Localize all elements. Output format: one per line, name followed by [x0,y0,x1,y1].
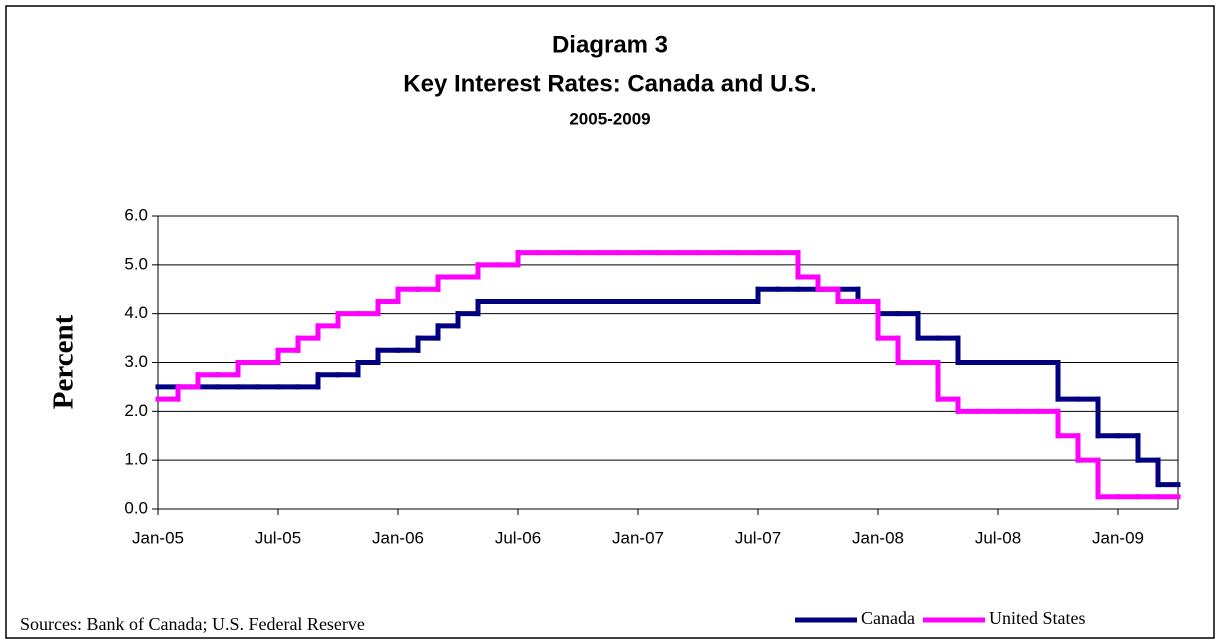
x-tick-label: Jul-05 [255,528,301,547]
y-tick-label: 1.0 [124,450,148,469]
legend-label: Canada [861,608,915,628]
x-tick-label: Jan-07 [612,528,664,547]
series-line [155,250,1181,500]
legend-label: United States [989,608,1086,628]
chart-title: Diagram 3 [552,31,668,58]
x-tick-label: Jan-08 [852,528,904,547]
x-tick-label: Jul-08 [975,528,1021,547]
x-tick-label: Jul-06 [495,528,541,547]
frame [5,5,1215,639]
y-axis-label: Percent [48,314,80,409]
y-tick-label: 0.0 [124,498,148,517]
y-tick-label: 4.0 [124,303,148,322]
x-tick-label: Jan-09 [1092,528,1144,547]
chart-subtitle: Key Interest Rates: Canada and U.S. [403,70,816,97]
source-note: Sources: Bank of Canada; U.S. Federal Re… [20,614,365,634]
y-tick-label: 2.0 [124,401,148,420]
y-tick-label: 3.0 [124,352,148,371]
chart-period: 2005-2009 [569,109,650,128]
x-tick-label: Jul-07 [735,528,781,547]
y-tick-label: 5.0 [124,254,148,273]
x-tick-label: Jan-06 [372,528,424,547]
y-tick-label: 6.0 [124,205,148,224]
x-tick-label: Jan-05 [132,528,184,547]
